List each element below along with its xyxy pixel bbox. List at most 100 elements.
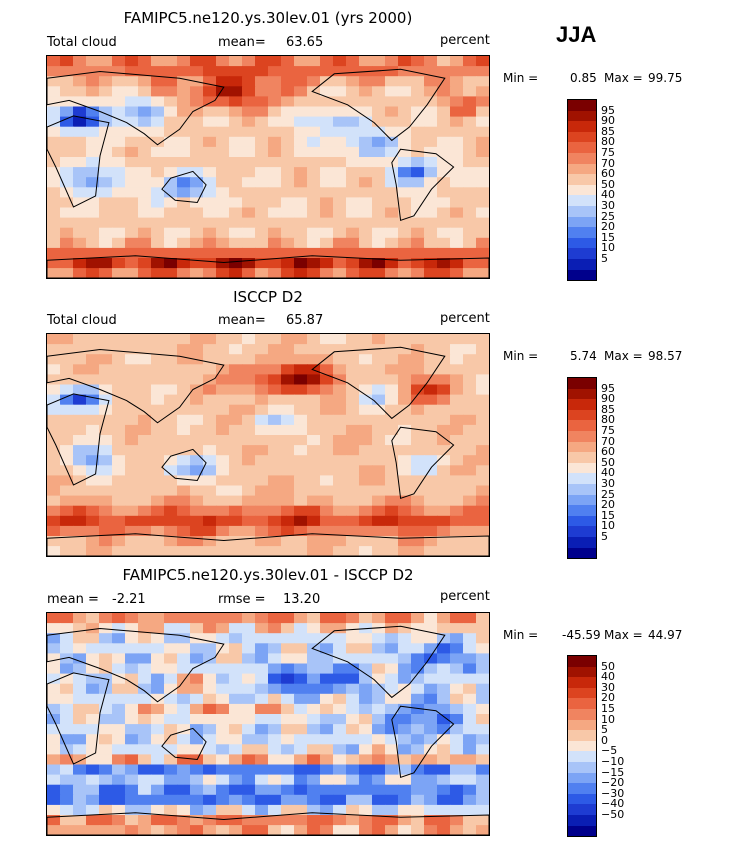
panel3-map-cell [229, 653, 243, 665]
panel2-map-cell [281, 485, 295, 497]
panel1-map-cell [203, 86, 217, 97]
panel3-map-cell [476, 744, 489, 755]
panel1-map-cell [60, 227, 74, 239]
panel3-map-cell [320, 613, 334, 624]
panel1-map-cell [125, 247, 139, 259]
panel3-map-cell [424, 794, 438, 806]
panel3-map-cell [450, 784, 464, 796]
panel1-map-cell [151, 86, 165, 97]
panel3-map-cell [411, 673, 425, 685]
panel2-map-cell [463, 414, 477, 426]
panel1-map-cell [424, 258, 438, 269]
panel3-map-cell [60, 643, 74, 654]
panel3-map-cell [398, 613, 412, 624]
panel3-map-cell [476, 653, 489, 665]
panel2-map-cell [190, 414, 204, 426]
panel3-map-cell [398, 825, 412, 835]
panel2-map-cell [359, 404, 373, 416]
panel2-map-cell [268, 424, 282, 436]
panel1-map-cell [151, 227, 165, 239]
panel3-map-cell [138, 724, 152, 735]
panel1-map-cell [177, 197, 191, 209]
panel1-map-cell [411, 96, 425, 108]
panel2-map-cell [424, 334, 438, 345]
panel2-map-cell [307, 495, 321, 507]
panel3-map-cell [177, 683, 191, 695]
panel1-map-cell [476, 146, 489, 158]
panel2-map-cell [99, 505, 113, 517]
panel1-map-cell [229, 116, 243, 128]
panel3-map-cell [476, 643, 489, 654]
panel2-map-cell [359, 546, 373, 556]
panel3-map-cell [73, 724, 87, 735]
panel1-map-cell [255, 116, 269, 128]
panel2-map-cell [229, 414, 243, 426]
panel3-map-cell [229, 804, 243, 816]
panel1-map-cell [164, 177, 178, 188]
panel1-map-cell [125, 96, 139, 108]
panel3-map-cell [346, 784, 360, 796]
panel2-map-cell [242, 424, 256, 436]
panel3-map-cell [476, 734, 489, 745]
panel1-map-cell [86, 106, 100, 118]
panel2-map-cell [99, 475, 113, 487]
panel1-map-cell [268, 106, 282, 118]
panel1-map-cell [86, 86, 100, 97]
panel2-map-cell [190, 394, 204, 406]
panel1-map-cell [138, 136, 152, 148]
panel2-map-cell [112, 374, 126, 386]
panel3-map-cell [73, 804, 87, 816]
panel3-map-cell [138, 744, 152, 755]
panel3-map-cell [177, 653, 191, 665]
panel3-map-cell [164, 825, 178, 835]
panel1-map-cell [177, 106, 191, 118]
panel3-map-cell [229, 744, 243, 755]
panel2-map-cell [346, 455, 360, 466]
panel3-map-cell [411, 724, 425, 735]
panel1-map-cell [320, 157, 334, 168]
panel1-map-cell [294, 126, 308, 138]
panel1-map-cell [281, 177, 295, 188]
panel2-map-cell [294, 354, 308, 365]
panel3-map-cell [203, 734, 217, 745]
panel1-map-cell [398, 247, 412, 259]
panel2-map-cell [242, 364, 256, 375]
panel2-map-cell [372, 435, 386, 446]
panel1-map-cell [450, 96, 464, 108]
panel2-map-cell [164, 334, 178, 345]
panel1-map-cell [463, 126, 477, 138]
panel2-map-cell [268, 394, 282, 406]
panel3-map-cell [437, 774, 451, 786]
panel3-map-cell [359, 673, 373, 685]
panel1-colorbar-swatch [568, 237, 596, 249]
panel2-map-cell [294, 515, 308, 527]
panel1-map-cell [47, 86, 61, 97]
panel2-map-cell [307, 475, 321, 487]
panel3-map-cell [229, 774, 243, 786]
panel1-map-cell [268, 227, 282, 239]
panel3-map-cell [216, 683, 230, 695]
panel2-map-cell [138, 465, 152, 476]
panel1-max-value: 99.75 [648, 71, 683, 85]
panel1-map-cell [86, 187, 100, 198]
panel3-title: FAMIPC5.ne120.ys.30lev.01 - ISCCP D2 [122, 566, 414, 584]
panel1-map-cell [73, 167, 87, 178]
panel1-map-cell [177, 76, 191, 87]
panel3-map-cell [307, 724, 321, 735]
panel2-map-cell [203, 455, 217, 466]
panel3-map-cell [203, 714, 217, 725]
panel2-min-value: 5.74 [570, 349, 597, 363]
panel1-colorbar-tick-label: 95 [601, 103, 615, 117]
panel2-map-cell [229, 384, 243, 396]
panel1-map-cell [476, 217, 489, 229]
panel2-map-cell [294, 495, 308, 507]
panel1-map-cell [177, 237, 191, 249]
panel1-map-cell [268, 247, 282, 259]
panel3-map-cell [385, 734, 399, 745]
panel2-map-cell [398, 394, 412, 406]
panel2-colorbar-swatch [568, 547, 596, 559]
panel2-map-cell [437, 414, 451, 426]
panel3-map-cell [242, 784, 256, 796]
panel2-map-cell [47, 394, 61, 406]
panel2-map-cell [86, 485, 100, 497]
